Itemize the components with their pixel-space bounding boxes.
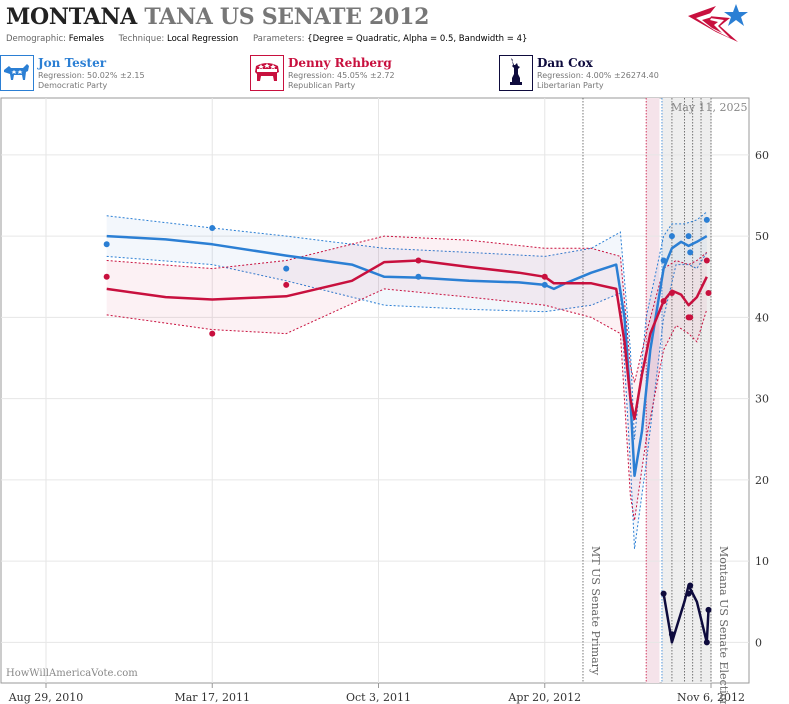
y-tick-label: 10	[755, 555, 769, 568]
data-point	[705, 290, 712, 296]
chart-header: MONTANA TANA US SENATE 2012 Demographic:…	[0, 0, 789, 50]
data-point	[687, 314, 694, 321]
series-line	[106, 234, 708, 478]
date-label: May 11, 2025	[671, 101, 748, 114]
parameters-label: Parameters:	[252, 34, 305, 44]
candidate-name: Jon Tester	[38, 56, 107, 70]
event-label: MT US Senate Primary	[589, 546, 602, 676]
elephant-icon	[250, 55, 284, 91]
data-point	[687, 582, 694, 589]
upper-bound-line	[106, 235, 708, 383]
data-point	[209, 330, 216, 337]
candidate-regression: Regression: 50.02% ±2.15	[38, 71, 145, 80]
data-point	[685, 233, 692, 240]
candidate-party: Democratic Party	[38, 81, 108, 90]
demographic-label: Demographic:	[6, 34, 67, 44]
demographic-value: Females	[68, 34, 104, 44]
data-point	[660, 590, 667, 597]
data-point	[703, 257, 710, 264]
y-tick-label: 0	[755, 636, 762, 649]
technique-value: Local Regression	[167, 34, 239, 44]
data-point	[668, 233, 675, 240]
y-tick-label: 20	[755, 474, 769, 487]
star-logo-icon	[688, 4, 748, 42]
liberty-icon	[499, 55, 533, 91]
y-tick-label: 50	[755, 230, 769, 243]
x-tick-label: Oct 3, 2011	[346, 691, 411, 704]
y-tick-label: 40	[755, 311, 769, 324]
candidate-name: Denny Rehberg	[288, 56, 392, 70]
title-rest: TANA US SENATE 2012	[144, 4, 430, 30]
data-point	[668, 631, 675, 638]
lower-bound-line	[106, 252, 708, 549]
data-point	[541, 273, 548, 280]
event-label: Montana US Senate Election	[717, 546, 730, 704]
data-point	[685, 590, 692, 597]
data-point	[660, 257, 667, 264]
data-point	[705, 606, 712, 613]
x-tick-label: Mar 17, 2011	[174, 691, 250, 704]
candidate-card-rehberg[interactable]: Denny Rehberg Regression: 45.05% ±2.72 R…	[250, 54, 490, 92]
data-point	[415, 257, 422, 264]
data-point	[415, 273, 422, 280]
y-tick-label: 60	[755, 149, 769, 162]
candidate-legend: Jon Tester Regression: 50.02% ±2.15 Demo…	[0, 52, 789, 94]
data-point	[703, 639, 710, 646]
data-point	[660, 298, 667, 305]
confidence-band	[106, 211, 707, 549]
data-point	[541, 281, 548, 288]
data-point	[668, 290, 675, 296]
donkey-icon	[0, 55, 34, 91]
data-point	[687, 249, 694, 256]
candidate-card-tester[interactable]: Jon Tester Regression: 50.02% ±2.15 Demo…	[0, 54, 240, 92]
candidate-card-cox[interactable]: Dan Cox Regression: 4.00% ±26274.40 Libe…	[499, 54, 739, 92]
x-tick-label: Nov 6, 2012	[677, 691, 745, 704]
footer-credit: HowWillAmericaVote.com	[6, 668, 138, 679]
shaded-band	[646, 98, 660, 683]
candidate-name: Dan Cox	[537, 56, 593, 70]
chart-title: MONTANA TANA US SENATE 2012	[6, 4, 429, 30]
x-tick-label: Apr 20, 2012	[507, 691, 581, 704]
data-point	[283, 265, 290, 272]
parameters-value: {Degree = Quadratic, Alpha = 0.5, Bandwi…	[307, 34, 528, 44]
candidate-party: Libertarian Party	[537, 81, 604, 90]
data-point	[103, 273, 110, 280]
candidate-regression: Regression: 4.00% ±26274.40	[537, 71, 659, 80]
x-tick-label: Aug 29, 2010	[8, 691, 84, 704]
data-point	[283, 281, 290, 288]
data-point	[209, 225, 216, 231]
title-state: MONTANA	[6, 4, 137, 30]
data-point	[103, 241, 110, 248]
poll-chart: 0 10 20 30 40 50 60 Aug 29, 2010 Mar 17, 2011 Oct…	[0, 97, 769, 704]
confidence-band	[106, 236, 707, 521]
candidate-party: Republican Party	[288, 81, 356, 90]
shaded-band	[661, 98, 711, 683]
technique-label: Technique:	[118, 34, 165, 44]
parameters-line: Demographic: Females Technique: Local Re…	[6, 34, 539, 44]
lower-bound-line	[106, 288, 708, 521]
candidate-regression: Regression: 45.05% ±2.72	[288, 71, 395, 80]
y-tick-label: 30	[755, 393, 769, 406]
data-point	[703, 216, 710, 223]
